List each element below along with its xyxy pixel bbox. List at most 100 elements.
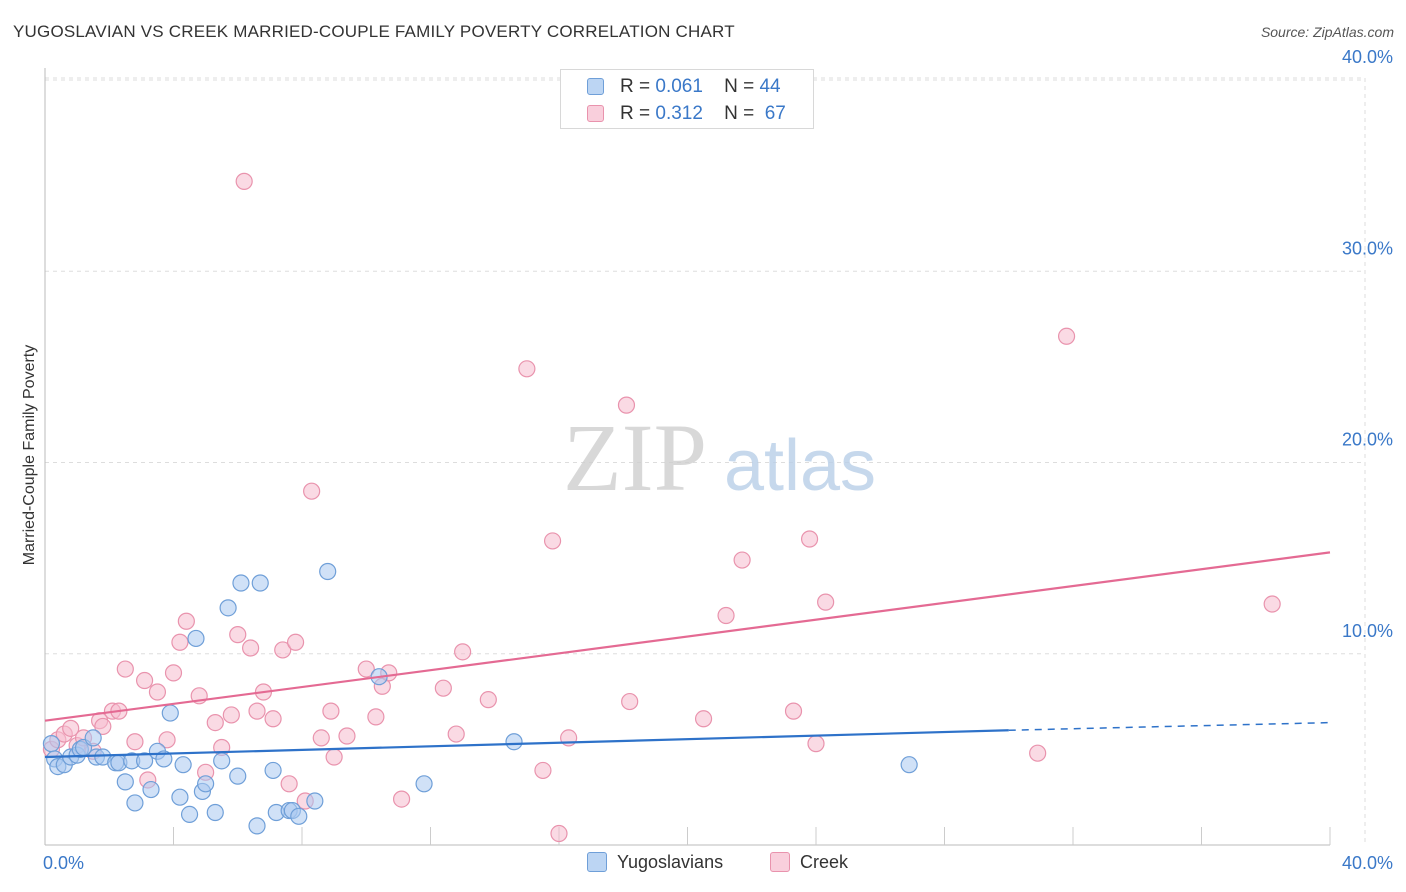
creek-point: [807, 735, 825, 753]
source-label: Source: ZipAtlas.com: [1260, 24, 1394, 40]
creek-point: [1057, 327, 1076, 345]
yugoslavian-point: [232, 574, 250, 592]
creek-point: [694, 710, 713, 728]
bottom-legend-swatch-pink: [770, 852, 790, 872]
legend-r-label: R =: [620, 76, 651, 97]
yugoslavian-points: [42, 562, 918, 835]
watermark: ZIP atlas: [563, 404, 876, 511]
creek-point: [148, 683, 167, 701]
bottom-legend-yugoslavians: Yugoslavians: [587, 852, 723, 873]
creek-point: [479, 691, 497, 709]
creek-point: [1263, 595, 1281, 613]
creek-point: [135, 671, 154, 690]
creek-point: [229, 626, 247, 644]
yugoslavian-point: [213, 752, 231, 770]
creek-point: [434, 679, 452, 697]
yugoslavian-point: [84, 729, 102, 747]
correlation-legend: R = 0.061 N = 44 R = 0.312 N = 67: [560, 69, 814, 129]
y-tick-label: 40.0%: [1342, 47, 1393, 67]
yugoslavian-point: [116, 773, 134, 791]
creek-point: [534, 761, 552, 780]
creek-point: [158, 731, 176, 749]
creek-point: [550, 824, 568, 843]
legend-n-value: 67: [764, 103, 786, 124]
creek-point: [116, 660, 134, 678]
creek-point: [1029, 744, 1047, 762]
creek-point: [274, 641, 292, 659]
grid-layer: [45, 77, 1366, 845]
creek-point: [303, 482, 321, 500]
yugoslavian-point: [155, 750, 173, 768]
creek-point: [126, 733, 144, 751]
yugoslavian-point: [135, 752, 154, 770]
creek-point: [621, 692, 639, 711]
axes-layer: [44, 68, 1331, 846]
y-tick-label: 30.0%: [1342, 238, 1393, 258]
yugoslavian-point: [264, 761, 282, 780]
yugoslavian-trend-line: [44, 729, 1009, 759]
legend-swatch-blue: [587, 78, 604, 95]
creek-point: [206, 713, 224, 732]
creek-point: [617, 396, 636, 414]
yugoslavian-point: [206, 803, 224, 822]
yugoslavian-point: [219, 599, 237, 617]
creek-point: [248, 702, 266, 720]
legend-r-value: 0.061: [655, 76, 703, 97]
creek-point: [222, 706, 240, 724]
yugoslavian-point: [171, 788, 189, 806]
creek-point: [264, 710, 282, 728]
creek-point: [543, 532, 562, 550]
bottom-legend-label: Creek: [800, 852, 849, 872]
yugoslavian-point: [251, 574, 269, 592]
creek-point: [286, 633, 305, 651]
creek-point: [94, 717, 112, 736]
legend-r-label: R =: [620, 103, 651, 124]
creek-point: [242, 639, 260, 657]
creek-point: [733, 551, 751, 569]
creek-trend-line: [44, 551, 1331, 722]
legend-n-label: N =: [724, 76, 755, 97]
creek-point: [447, 725, 465, 743]
yugoslavian-point: [126, 794, 144, 812]
legend-n-label: N =: [724, 103, 755, 124]
yugoslavian-point: [415, 775, 433, 793]
yugoslavian-point: [900, 756, 918, 774]
x-tick-label: 0.0%: [43, 853, 84, 873]
creek-point: [177, 612, 195, 630]
creek-point: [784, 702, 803, 720]
creek-point: [357, 660, 375, 678]
chart-title: YUGOSLAVIAN VS CREEK MARRIED-COUPLE FAMI…: [13, 22, 735, 41]
creek-point: [164, 664, 183, 682]
bottom-legend-label: Yugoslavians: [617, 852, 724, 872]
yugoslavian-point: [180, 805, 199, 824]
legend-n-value: 44: [759, 76, 781, 97]
yugoslavian-point: [142, 780, 160, 799]
yugoslavian-point: [319, 562, 337, 581]
creek-point: [171, 633, 189, 651]
creek-point: [338, 727, 356, 745]
creek-point: [454, 643, 472, 661]
yugoslavian-point: [42, 735, 61, 753]
tick-labels: 10.0% 20.0% 30.0% 40.0% 0.0% 40.0%: [43, 47, 1393, 873]
creek-point: [312, 729, 330, 747]
trend-lines: [44, 551, 1331, 759]
yugoslavian-point: [161, 704, 179, 722]
creek-point: [817, 593, 835, 611]
creek-point: [62, 719, 80, 737]
y-tick-label: 10.0%: [1342, 621, 1393, 641]
yugoslavian-point: [229, 767, 247, 785]
yugoslavian-point: [306, 792, 324, 810]
creek-point: [325, 748, 343, 766]
y-tick-label: 20.0%: [1342, 430, 1393, 450]
creek-point: [367, 708, 385, 726]
creek-point: [800, 530, 819, 548]
creek-point: [717, 606, 735, 625]
creek-point: [280, 775, 298, 793]
creek-point: [518, 360, 536, 378]
bottom-legend-swatch-blue: [587, 852, 607, 872]
x-tick-label: 40.0%: [1342, 853, 1393, 873]
watermark-zip: ZIP: [563, 404, 707, 511]
yugoslavian-point: [197, 775, 215, 793]
watermark-atlas: atlas: [724, 426, 876, 506]
